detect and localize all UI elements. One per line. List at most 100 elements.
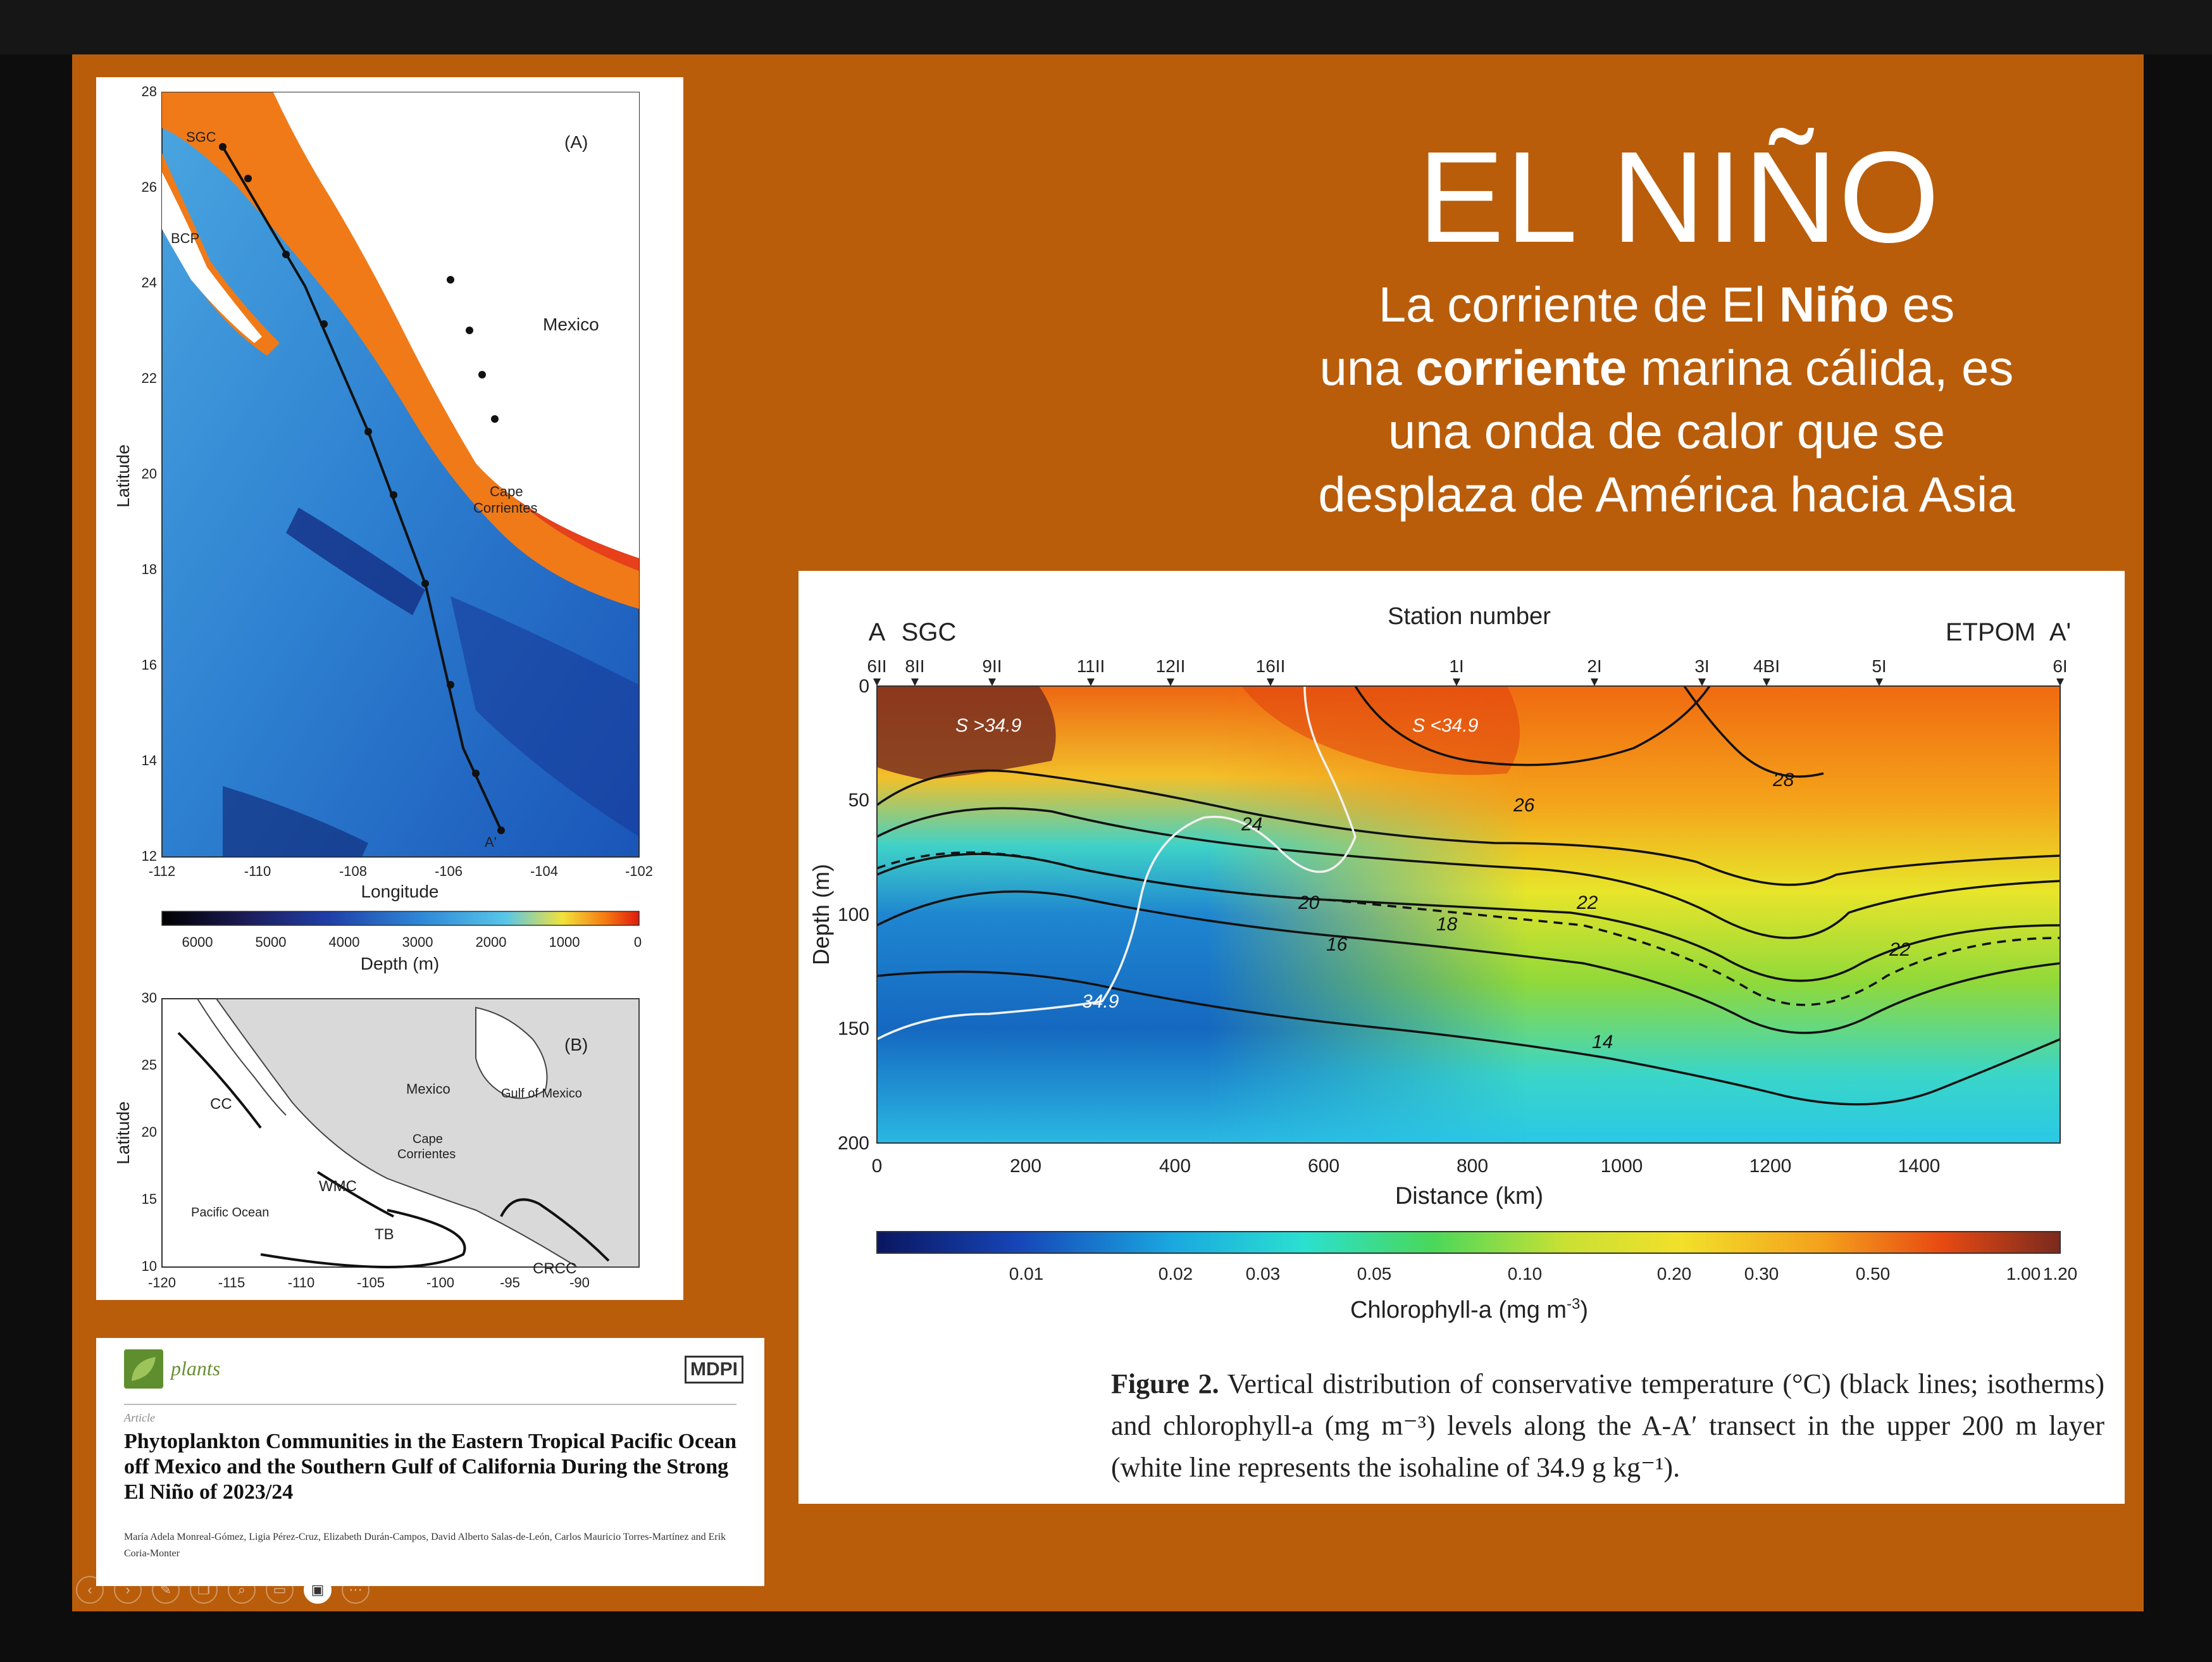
copy-icon[interactable]: ❐	[190, 1576, 218, 1604]
camera-icon[interactable]: ▣	[304, 1576, 332, 1604]
depth-tick: 0	[859, 676, 869, 697]
label-sgc: SGC	[902, 618, 957, 646]
chl-tick: 0.30	[1744, 1264, 1779, 1284]
map-b-xtick: -105	[357, 1275, 385, 1290]
map-a-panel-label: (A)	[564, 132, 588, 152]
chl-tick: 0.10	[1508, 1264, 1543, 1284]
distance-tick: 800	[1457, 1156, 1488, 1177]
map-b-panel-label: (B)	[564, 1035, 588, 1054]
depth-tick: 200	[838, 1133, 869, 1154]
station-tick: 9II	[982, 656, 1002, 676]
map-a-ytick: 22	[142, 370, 157, 386]
chl-tick: 1.20	[2043, 1264, 2078, 1284]
station-tick: 11II	[1077, 656, 1105, 676]
distance-tick: 1000	[1601, 1156, 1643, 1177]
slide-title: EL NIÑO	[1417, 125, 1941, 270]
subtitle-icon[interactable]: ▭	[266, 1576, 294, 1604]
slide-subtitle: La corriente de El Niño es una corriente…	[1173, 273, 2144, 526]
label-a-prime: A'	[2049, 618, 2071, 646]
station-tick: 3I	[1694, 656, 1709, 676]
isotherm-label: 22	[1889, 939, 1911, 960]
map-a-xtick: -112	[149, 863, 175, 879]
map-b-ytick: 30	[142, 990, 157, 1006]
distance-tick: 0	[872, 1156, 883, 1177]
figure-caption: Figure 2. Vertical distribution of conse…	[1111, 1368, 2104, 1483]
paper-title: Phytoplankton Communities in the Eastern…	[124, 1430, 737, 1504]
distance-tick: 1200	[1749, 1156, 1792, 1177]
map-a-ytick: 24	[142, 275, 157, 291]
label-etpom: ETPOM	[1946, 618, 2035, 646]
chl-tick: 0.05	[1357, 1264, 1392, 1284]
map-b-xtick: -95	[500, 1275, 520, 1290]
salinity-label: 34.9	[1082, 991, 1119, 1012]
zoom-icon[interactable]: ⌕	[228, 1576, 256, 1604]
salinity-label: S <34.9	[1412, 715, 1479, 736]
journal-name: plants	[171, 1357, 221, 1380]
depth-tick: 150	[838, 1018, 869, 1039]
station-tick: 6II	[867, 656, 886, 676]
depth-tick: 5000	[256, 934, 287, 950]
depth-label: Depth (m)	[361, 954, 439, 973]
map-a-xtick: -108	[339, 863, 367, 879]
prev-icon[interactable]: ‹	[76, 1576, 104, 1604]
map-a-ytick: 28	[142, 84, 157, 99]
chl-tick: 0.03	[1246, 1264, 1281, 1284]
chl-axis-label: Chlorophyll-a (mg m-3)	[1350, 1296, 1588, 1323]
map-a-xtick: -102	[625, 863, 653, 879]
subtitle-line-1: La corriente de El Niño es	[1378, 277, 1955, 332]
chl-tick: 1.00	[2006, 1264, 2041, 1284]
plants-leaf-icon	[124, 1349, 163, 1389]
map-b-xtick: -120	[148, 1275, 176, 1290]
distance-tick: 600	[1308, 1156, 1339, 1177]
salinity-label: S >34.9	[955, 715, 1022, 736]
isotherm-label: 18	[1436, 914, 1458, 935]
isotherm-label: 24	[1241, 814, 1262, 835]
map-b-ytick: 25	[142, 1057, 157, 1073]
more-icon[interactable]: ⋯	[342, 1576, 370, 1604]
isotherm-label: 28	[1772, 770, 1794, 790]
distance-axis-label: Distance (km)	[1395, 1183, 1543, 1209]
map-a-ytick: 12	[142, 848, 157, 864]
station-tick: 8II	[905, 656, 924, 676]
label-bcp: BCP	[171, 230, 199, 246]
isotherm-label: 16	[1326, 934, 1348, 955]
map-b-ytick: 10	[142, 1258, 157, 1274]
map-b-label-crcc: CRCC	[533, 1260, 576, 1277]
mdpi-logo: MDPI	[685, 1356, 743, 1384]
map-a-ytick: 18	[142, 561, 157, 577]
map-b-label-wmc: WMC	[319, 1178, 357, 1195]
pen-icon[interactable]: ✎	[152, 1576, 180, 1604]
station-tick: 12II	[1156, 656, 1186, 676]
section-figure-svg: 24 26 28 20 22 18 16 22 14 S >34.9 S <34…	[808, 603, 2078, 1323]
map-b-ytick: 20	[142, 1124, 157, 1140]
map-a-ytick: 16	[142, 657, 157, 673]
presentation-slide: EL NIÑO La corriente de El Niño es una c…	[72, 54, 2144, 1611]
article-type: Article	[124, 1411, 155, 1424]
isotherm-label: 26	[1513, 795, 1535, 816]
map-b-label-mexico: Mexico	[406, 1081, 450, 1097]
map-a-xlabel: Longitude	[361, 882, 438, 901]
station-tick: 5I	[1872, 656, 1886, 676]
map-a-ylabel: Latitude	[113, 444, 133, 508]
paper-authors: María Adela Monreal-Gómez, Ligia Pérez-C…	[124, 1532, 726, 1559]
map-a-ytick: 26	[142, 179, 157, 195]
subtitle-line-2: una corriente marina cálida, es	[1319, 340, 2014, 396]
map-b-label-cc: CC	[210, 1096, 232, 1113]
subtitle-line-4: desplaza de América hacia Asia	[1318, 466, 2015, 522]
depth-tick: 2000	[476, 934, 507, 950]
station-tick: 6I	[2053, 656, 2067, 676]
map-a-xtick: -106	[435, 863, 463, 879]
station-tick: 1I	[1449, 656, 1463, 676]
map-a-ytick: 14	[142, 753, 157, 768]
chl-tick: 0.50	[1856, 1264, 1891, 1284]
map-b-label-tb: TB	[375, 1226, 394, 1243]
subtitle-line-3: una onda de calor que se	[1388, 403, 1946, 459]
label-cape: Cape	[490, 484, 523, 499]
distance-tick: 200	[1010, 1156, 1041, 1177]
distance-tick: 400	[1159, 1156, 1191, 1177]
label-a-prime: A'	[485, 834, 497, 850]
isotherm-label: 20	[1298, 892, 1320, 913]
map-a-xtick: -104	[530, 863, 558, 879]
chl-tick: 0.20	[1657, 1264, 1692, 1284]
next-icon[interactable]: ›	[114, 1576, 142, 1604]
